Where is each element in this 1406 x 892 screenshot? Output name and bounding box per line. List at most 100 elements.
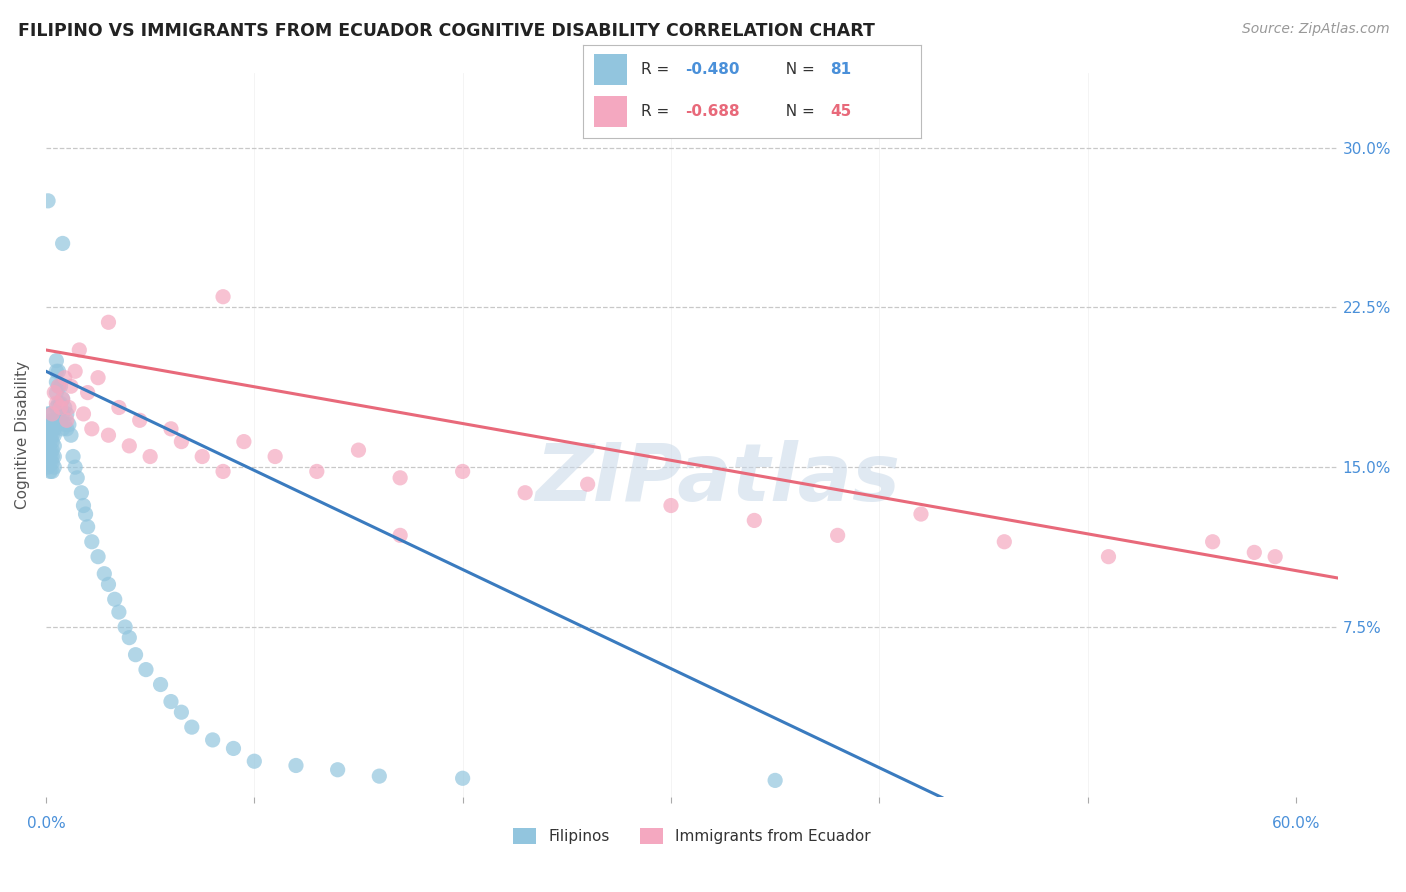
Text: ZIPatlas: ZIPatlas [536,440,900,517]
Point [52,236,75,251]
Point [62,450,84,464]
Point [44,439,66,453]
Point [52,392,75,406]
Point [48,413,70,427]
Point [191,450,214,464]
Point [37,422,59,436]
Point [451,465,474,479]
Point [44,428,66,442]
Point [49,396,72,410]
Point [45,385,67,400]
Point [37,407,59,421]
Point [66,471,89,485]
Point [389,471,412,485]
Point [118,439,141,453]
Point [1201,534,1223,549]
Point [44,385,66,400]
Legend: Filipinos, Immigrants from Ecuador: Filipinos, Immigrants from Ecuador [513,828,870,844]
Point [93,566,115,581]
Point [63,364,86,378]
Y-axis label: Cognitive Disability: Cognitive Disability [15,361,30,509]
Point [659,499,682,513]
Point [87,549,110,564]
Point [41,465,63,479]
Point [45,396,67,410]
Point [118,631,141,645]
Point [285,758,308,772]
Point [37,428,59,442]
Point [451,771,474,785]
Point [993,534,1015,549]
Point [39,407,62,421]
Point [76,520,98,534]
Point [104,592,127,607]
Point [243,754,266,768]
Point [135,663,157,677]
Point [37,450,59,464]
Point [108,605,131,619]
Point [576,477,599,491]
Point [37,417,59,432]
Point [56,422,79,436]
Point [48,379,70,393]
Point [48,396,70,410]
Point [58,401,80,415]
Point [41,422,63,436]
Point [41,456,63,470]
Point [49,401,72,415]
Point [347,443,370,458]
Point [212,465,235,479]
Point [75,507,97,521]
Point [52,422,75,436]
Text: -0.688: -0.688 [685,104,740,119]
Point [128,413,150,427]
Point [45,353,67,368]
Point [41,407,63,421]
Point [39,417,62,432]
Point [63,460,86,475]
Point [44,422,66,436]
Point [170,705,193,719]
Point [160,695,183,709]
Point [45,413,67,427]
Point [41,443,63,458]
Text: N =: N = [776,104,820,119]
Point [763,773,786,788]
Bar [593,96,627,127]
Point [53,401,76,415]
Point [368,769,391,783]
Point [326,763,349,777]
Point [170,434,193,449]
Point [45,364,67,378]
Point [1097,549,1119,564]
Point [513,485,536,500]
Point [212,290,235,304]
Point [742,513,765,527]
Point [72,499,94,513]
Point [48,364,70,378]
Text: R =: R = [641,104,673,119]
Point [201,733,224,747]
Point [114,620,136,634]
Point [45,375,67,389]
Point [48,379,70,393]
Point [37,194,59,208]
Point [41,413,63,427]
Point [52,392,75,406]
Point [58,417,80,432]
Point [56,413,79,427]
Point [76,385,98,400]
Text: R =: R = [641,62,673,77]
Text: FILIPINO VS IMMIGRANTS FROM ECUADOR COGNITIVE DISABILITY CORRELATION CHART: FILIPINO VS IMMIGRANTS FROM ECUADOR COGN… [18,22,875,40]
Point [80,422,103,436]
Text: -0.480: -0.480 [685,62,740,77]
Point [59,379,82,393]
Point [53,417,76,432]
Point [37,439,59,453]
Point [149,677,172,691]
Point [124,648,146,662]
Bar [593,54,627,85]
Point [67,343,90,357]
Point [108,401,131,415]
Text: Source: ZipAtlas.com: Source: ZipAtlas.com [1241,22,1389,37]
